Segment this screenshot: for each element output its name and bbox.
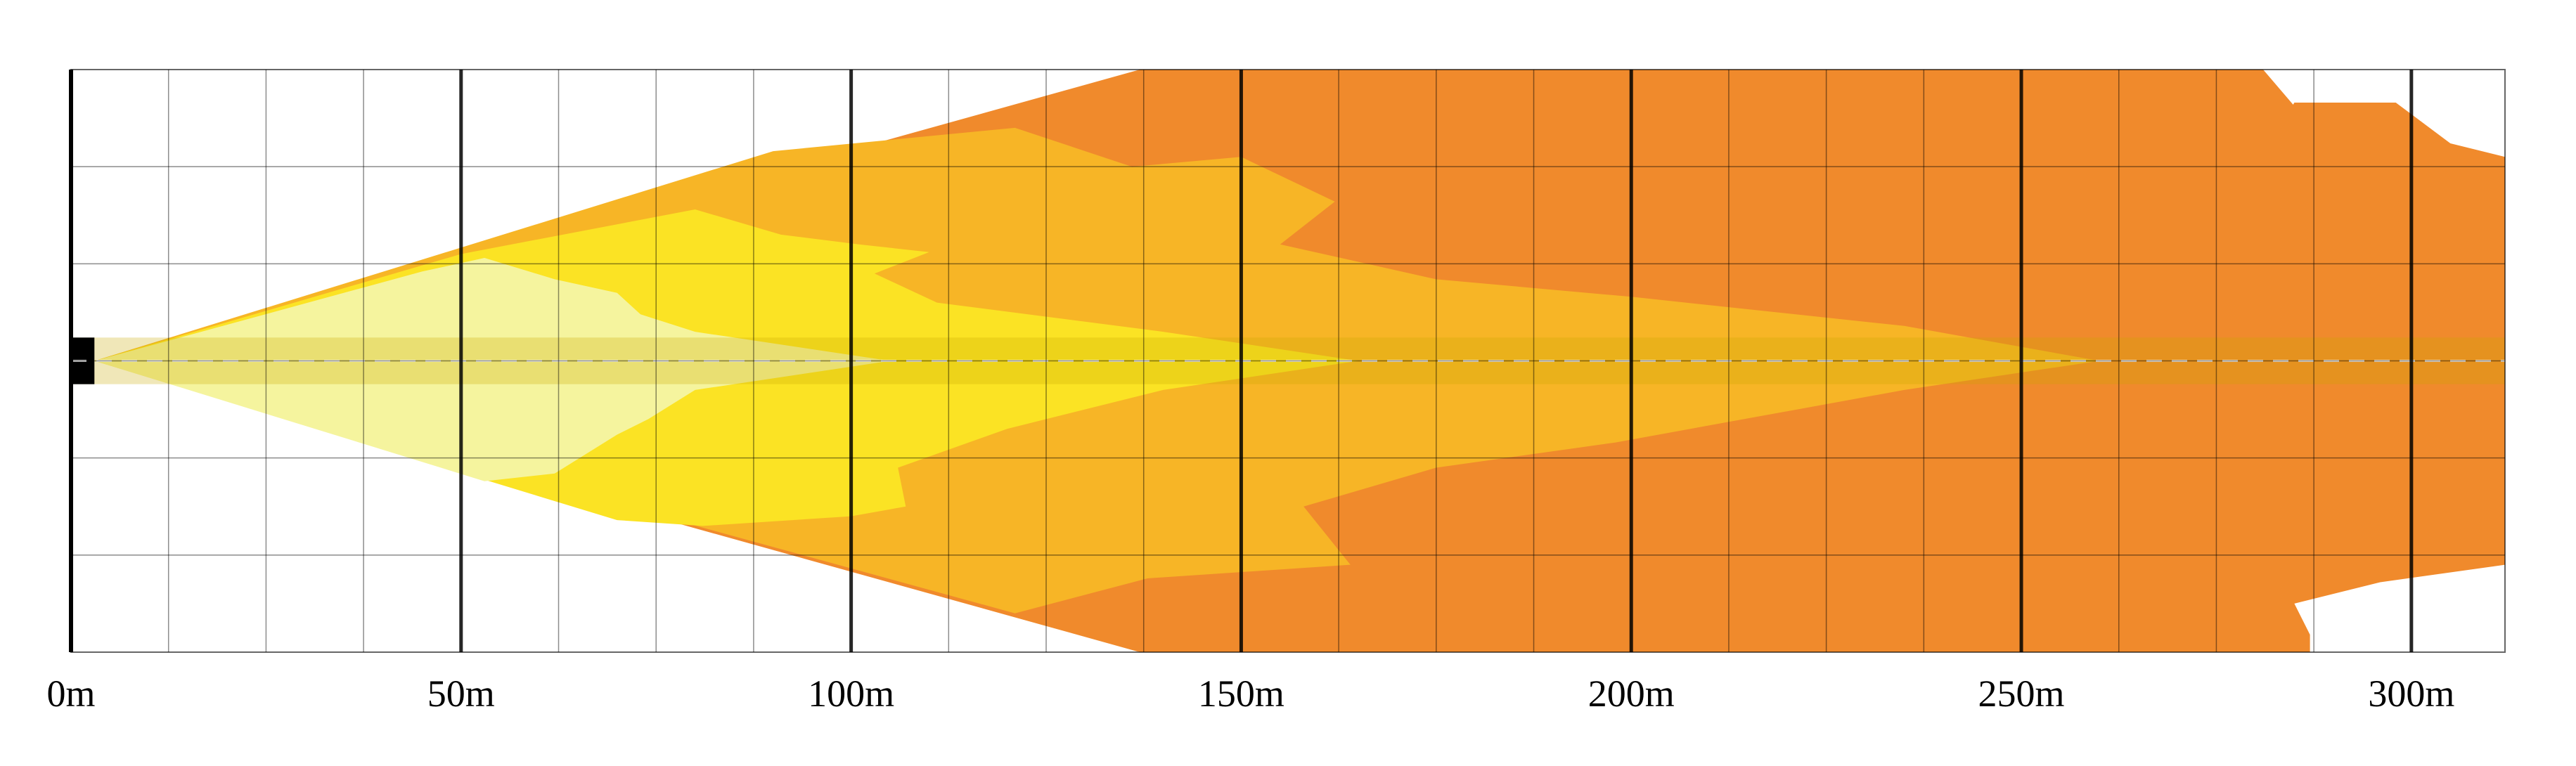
center-band bbox=[71, 337, 2505, 384]
x-tick-label: 300m bbox=[2368, 673, 2454, 715]
x-tick-label: 150m bbox=[1198, 673, 1284, 715]
x-tick-label: 0m bbox=[46, 673, 95, 715]
x-tick-label: 250m bbox=[1978, 673, 2065, 715]
x-axis-tick-labels: 0m 50m 100m 150m 200m 250m 300m bbox=[46, 673, 2454, 715]
grid bbox=[69, 69, 2506, 653]
light-zone-4 bbox=[94, 258, 891, 481]
x-tick-label: 200m bbox=[1588, 673, 1675, 715]
plot-border bbox=[70, 69, 2506, 653]
x-tick-label: 100m bbox=[808, 673, 894, 715]
x-tick-label: 50m bbox=[427, 673, 495, 715]
